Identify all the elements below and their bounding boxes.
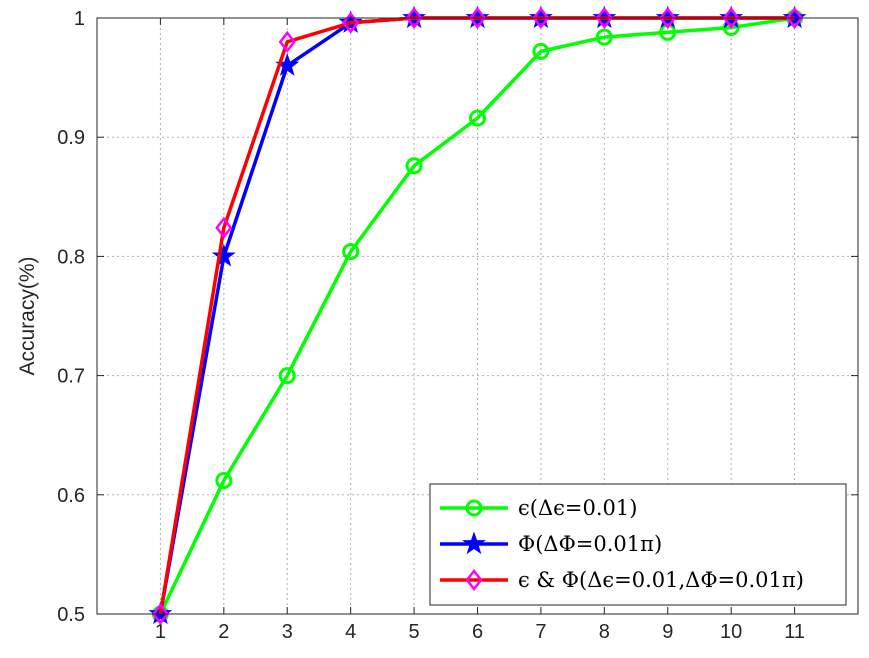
x-tick-label: 1 — [155, 621, 166, 643]
data-point — [405, 6, 423, 30]
data-point — [215, 471, 233, 489]
data-point — [469, 109, 486, 127]
x-tick-label: 8 — [599, 621, 610, 643]
legend-entry: Φ(ΔΦ=0.01π) — [440, 531, 662, 556]
y-tick-label: 0.9 — [57, 127, 85, 149]
data-point — [785, 6, 804, 30]
series-line — [158, 16, 795, 615]
legend-marker — [465, 568, 483, 592]
data-point — [468, 6, 487, 30]
data-point — [405, 157, 423, 175]
y-axis-ticks: 0.5 0.6 0.7 0.8 0.9 1 — [57, 8, 858, 626]
y-tick-label: 0.7 — [57, 366, 85, 388]
data-point — [215, 216, 233, 239]
x-axis-ticks: 1 2 3 4 5 6 7 8 9 10 11 — [155, 18, 805, 643]
data-point — [342, 11, 360, 34]
data-point — [278, 367, 296, 385]
x-tick-label: 5 — [409, 621, 420, 643]
y-tick-label: 0.8 — [57, 246, 85, 268]
x-tick-label: 9 — [662, 621, 673, 643]
x-tick-label: 6 — [472, 621, 483, 643]
legend: ϵ(Δϵ=0.01) Φ(ΔΦ=0.01π) ϵ & Φ(Δϵ=0.01,ΔΦ=0.… — [429, 483, 847, 606]
legend-label: ϵ(Δϵ=0.01) — [518, 496, 637, 520]
legend-entry: ϵ(Δϵ=0.01) — [440, 496, 637, 520]
y-axis-label: Accuracy(%) — [16, 256, 39, 375]
y-tick-label: 0.6 — [57, 485, 85, 507]
data-point — [595, 6, 613, 30]
data-point — [595, 28, 613, 46]
x-tick-label: 3 — [282, 621, 293, 643]
legend-label: ϵ & Φ(Δϵ=0.01,ΔΦ=0.01π) — [518, 568, 804, 592]
x-tick-label: 10 — [720, 621, 742, 643]
legend-label: Φ(ΔΦ=0.01π) — [518, 532, 662, 556]
y-tick-label: 1 — [74, 8, 85, 30]
data-point — [342, 243, 360, 261]
x-tick-label: 2 — [218, 621, 229, 643]
data-point — [659, 6, 677, 30]
data-point — [532, 42, 550, 60]
y-tick-label: 0.5 — [57, 604, 85, 626]
data-point — [211, 243, 236, 267]
legend-entry: ϵ & Φ(Δϵ=0.01,ΔΦ=0.01π) — [440, 568, 804, 592]
legend-marker — [465, 499, 483, 517]
data-point — [278, 30, 296, 53]
data-point — [151, 602, 170, 626]
x-tick-label: 4 — [345, 621, 356, 643]
data-point — [532, 6, 550, 30]
plot-frame — [96, 17, 859, 615]
data-point — [722, 6, 740, 30]
legend-marker — [462, 531, 486, 555]
x-tick-label: 7 — [535, 621, 546, 643]
x-tick-label: 11 — [784, 621, 805, 643]
